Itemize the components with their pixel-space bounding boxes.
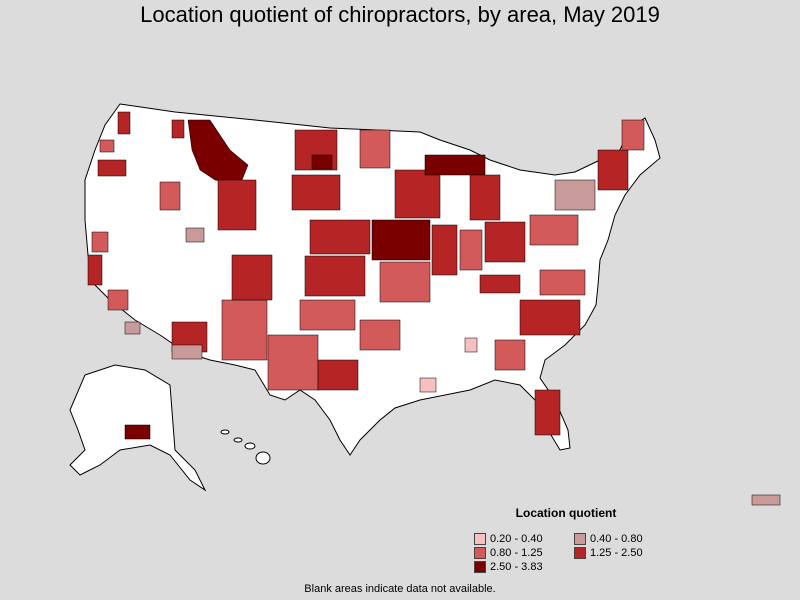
region-south-dakota: [291, 174, 341, 211]
region-virginia: [539, 269, 586, 296]
region-wa-sw: [99, 139, 115, 153]
region-wisconsin: [394, 169, 441, 219]
region-iowa: [371, 219, 431, 261]
legend-label: 0.40 - 0.80: [590, 533, 643, 545]
region-illinois: [431, 224, 458, 276]
region-arkansas: [359, 319, 401, 351]
legend-swatch: [574, 533, 586, 545]
region-indiana: [459, 229, 483, 271]
region-michigan-up: [424, 154, 486, 176]
legend-title: Location quotient: [515, 506, 617, 520]
puerto-rico: [751, 494, 781, 506]
region-ca-central: [87, 254, 103, 286]
legend-label: 2.50 - 3.83: [490, 561, 543, 573]
region-arizona-tucson: [171, 344, 203, 360]
legend-swatch: [474, 533, 486, 545]
region-wa-nw: [117, 111, 131, 135]
footnote: Blank areas indicate data not available.: [304, 583, 496, 595]
region-nebraska: [309, 219, 371, 255]
region-carolinas: [519, 299, 581, 336]
region-colorado: [231, 254, 273, 301]
legend-label: 0.20 - 0.40: [490, 533, 543, 545]
region-new-york: [554, 179, 596, 211]
region-ca-north: [91, 231, 109, 253]
region-maine: [621, 119, 645, 151]
region-alabama-light: [419, 377, 437, 393]
legend-item: 0.20 - 0.40: [474, 533, 543, 545]
region-idaho-south: [159, 181, 181, 211]
region-oklahoma: [299, 299, 356, 331]
region-or-west: [97, 159, 127, 177]
region-texas-central: [317, 359, 359, 391]
region-missouri: [379, 261, 431, 303]
region-nd-dark: [311, 154, 333, 170]
region-new-mexico: [221, 299, 268, 361]
region-kentucky: [479, 274, 521, 294]
legend: Location quotient 0.20 - 0.40 0.40 - 0.8…: [470, 506, 670, 573]
region-wa-east: [171, 119, 185, 139]
region-wyoming: [217, 179, 257, 231]
page-title: Location quotient of chiropractors, by a…: [140, 2, 660, 27]
region-pennsylvania: [529, 214, 579, 246]
region-utah-light: [185, 227, 205, 243]
region-new-england: [597, 149, 629, 191]
legend-item: 0.40 - 0.80: [574, 533, 643, 545]
legend-item: 0.80 - 1.25: [474, 547, 543, 559]
region-kansas: [304, 255, 366, 297]
region-florida: [534, 389, 561, 436]
legend-label: 0.80 - 1.25: [490, 547, 543, 559]
region-minnesota: [359, 129, 391, 169]
legend-item: 2.50 - 3.83: [474, 561, 543, 573]
legend-swatch: [474, 547, 486, 559]
legend-swatch: [474, 561, 486, 573]
region-texas-west: [267, 334, 319, 391]
region-alaska-anchorage: [124, 424, 151, 440]
region-ms-light: [464, 337, 478, 353]
region-michigan-lp: [469, 174, 501, 221]
hawaii: [220, 429, 271, 465]
region-ohio: [484, 221, 526, 263]
region-georgia: [494, 339, 526, 371]
legend-label: 1.25 - 2.50: [590, 547, 643, 559]
legend-swatch: [574, 547, 586, 559]
legend-item: 1.25 - 2.50: [574, 547, 643, 559]
region-ca-south: [107, 289, 129, 311]
region-ca-inland: [124, 321, 141, 335]
